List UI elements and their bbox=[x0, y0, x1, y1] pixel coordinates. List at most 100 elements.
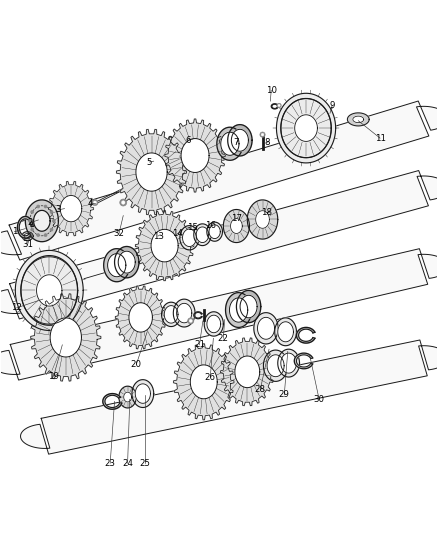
Circle shape bbox=[31, 211, 34, 213]
Text: 25: 25 bbox=[140, 459, 151, 468]
Polygon shape bbox=[49, 181, 94, 236]
Text: 9: 9 bbox=[329, 101, 335, 110]
Text: 14: 14 bbox=[172, 229, 183, 238]
Polygon shape bbox=[164, 305, 178, 323]
Polygon shape bbox=[24, 233, 31, 239]
Text: 23: 23 bbox=[105, 459, 116, 468]
Polygon shape bbox=[226, 293, 252, 327]
Polygon shape bbox=[15, 251, 83, 330]
Polygon shape bbox=[50, 318, 81, 357]
Polygon shape bbox=[196, 227, 209, 243]
Polygon shape bbox=[223, 209, 250, 243]
Circle shape bbox=[50, 211, 53, 213]
Polygon shape bbox=[207, 315, 221, 333]
Polygon shape bbox=[124, 392, 131, 402]
Text: 21: 21 bbox=[194, 341, 205, 349]
Polygon shape bbox=[18, 216, 33, 238]
Circle shape bbox=[31, 228, 34, 231]
Polygon shape bbox=[173, 299, 195, 327]
Text: 7: 7 bbox=[233, 138, 239, 147]
Polygon shape bbox=[267, 355, 284, 377]
Polygon shape bbox=[294, 353, 313, 369]
Polygon shape bbox=[36, 275, 62, 306]
Circle shape bbox=[260, 132, 265, 137]
Polygon shape bbox=[177, 303, 192, 323]
Text: 24: 24 bbox=[122, 459, 133, 468]
Circle shape bbox=[278, 104, 280, 107]
Polygon shape bbox=[132, 379, 154, 408]
Polygon shape bbox=[347, 113, 369, 126]
Polygon shape bbox=[228, 125, 252, 156]
Polygon shape bbox=[136, 153, 167, 191]
Circle shape bbox=[121, 201, 125, 204]
Polygon shape bbox=[190, 365, 217, 399]
Text: 1: 1 bbox=[12, 227, 17, 236]
Polygon shape bbox=[278, 322, 293, 342]
Polygon shape bbox=[217, 127, 243, 160]
Polygon shape bbox=[119, 386, 136, 408]
Text: 26: 26 bbox=[205, 373, 216, 382]
Polygon shape bbox=[21, 340, 438, 454]
Circle shape bbox=[50, 228, 53, 231]
Text: 4: 4 bbox=[88, 199, 93, 208]
Text: 3: 3 bbox=[55, 205, 61, 214]
Polygon shape bbox=[204, 312, 223, 336]
Circle shape bbox=[261, 133, 264, 136]
Polygon shape bbox=[237, 290, 261, 322]
Circle shape bbox=[52, 219, 55, 222]
Polygon shape bbox=[271, 104, 278, 109]
Text: 29: 29 bbox=[279, 390, 290, 399]
Circle shape bbox=[37, 205, 40, 208]
Text: 30: 30 bbox=[314, 395, 325, 403]
Text: 31: 31 bbox=[22, 240, 33, 249]
Circle shape bbox=[92, 199, 98, 206]
Polygon shape bbox=[353, 116, 364, 123]
Polygon shape bbox=[162, 302, 181, 327]
Polygon shape bbox=[297, 327, 315, 343]
Polygon shape bbox=[181, 139, 209, 173]
Circle shape bbox=[93, 201, 96, 204]
Circle shape bbox=[44, 233, 47, 237]
Circle shape bbox=[187, 318, 194, 324]
Polygon shape bbox=[207, 222, 223, 241]
Polygon shape bbox=[115, 286, 166, 349]
Text: 12: 12 bbox=[11, 303, 22, 312]
Polygon shape bbox=[254, 313, 278, 344]
Text: 13: 13 bbox=[152, 231, 163, 240]
Polygon shape bbox=[231, 130, 248, 151]
Polygon shape bbox=[34, 211, 50, 231]
Polygon shape bbox=[103, 393, 122, 409]
Polygon shape bbox=[278, 349, 300, 377]
Polygon shape bbox=[230, 298, 248, 322]
Circle shape bbox=[189, 319, 192, 322]
Polygon shape bbox=[235, 356, 260, 387]
Text: 10: 10 bbox=[266, 86, 277, 95]
Text: 28: 28 bbox=[255, 385, 266, 394]
Polygon shape bbox=[173, 344, 234, 420]
Polygon shape bbox=[194, 312, 202, 319]
Polygon shape bbox=[240, 295, 257, 318]
Text: 20: 20 bbox=[131, 360, 142, 369]
Text: 15: 15 bbox=[187, 223, 198, 232]
Text: 18: 18 bbox=[261, 207, 272, 216]
Polygon shape bbox=[108, 254, 126, 277]
Polygon shape bbox=[263, 350, 288, 382]
Polygon shape bbox=[21, 256, 78, 325]
Polygon shape bbox=[275, 318, 297, 346]
Polygon shape bbox=[60, 196, 82, 222]
Polygon shape bbox=[25, 200, 58, 241]
Polygon shape bbox=[256, 211, 269, 228]
Polygon shape bbox=[151, 229, 178, 262]
Polygon shape bbox=[31, 294, 101, 381]
Polygon shape bbox=[276, 93, 336, 163]
Polygon shape bbox=[295, 115, 318, 141]
Circle shape bbox=[120, 199, 127, 206]
Polygon shape bbox=[118, 251, 135, 273]
Polygon shape bbox=[180, 225, 199, 250]
Text: 22: 22 bbox=[218, 334, 229, 343]
Polygon shape bbox=[221, 132, 239, 155]
Polygon shape bbox=[281, 99, 331, 158]
Text: 5: 5 bbox=[147, 158, 152, 166]
Text: 17: 17 bbox=[231, 214, 242, 223]
Circle shape bbox=[37, 233, 40, 237]
